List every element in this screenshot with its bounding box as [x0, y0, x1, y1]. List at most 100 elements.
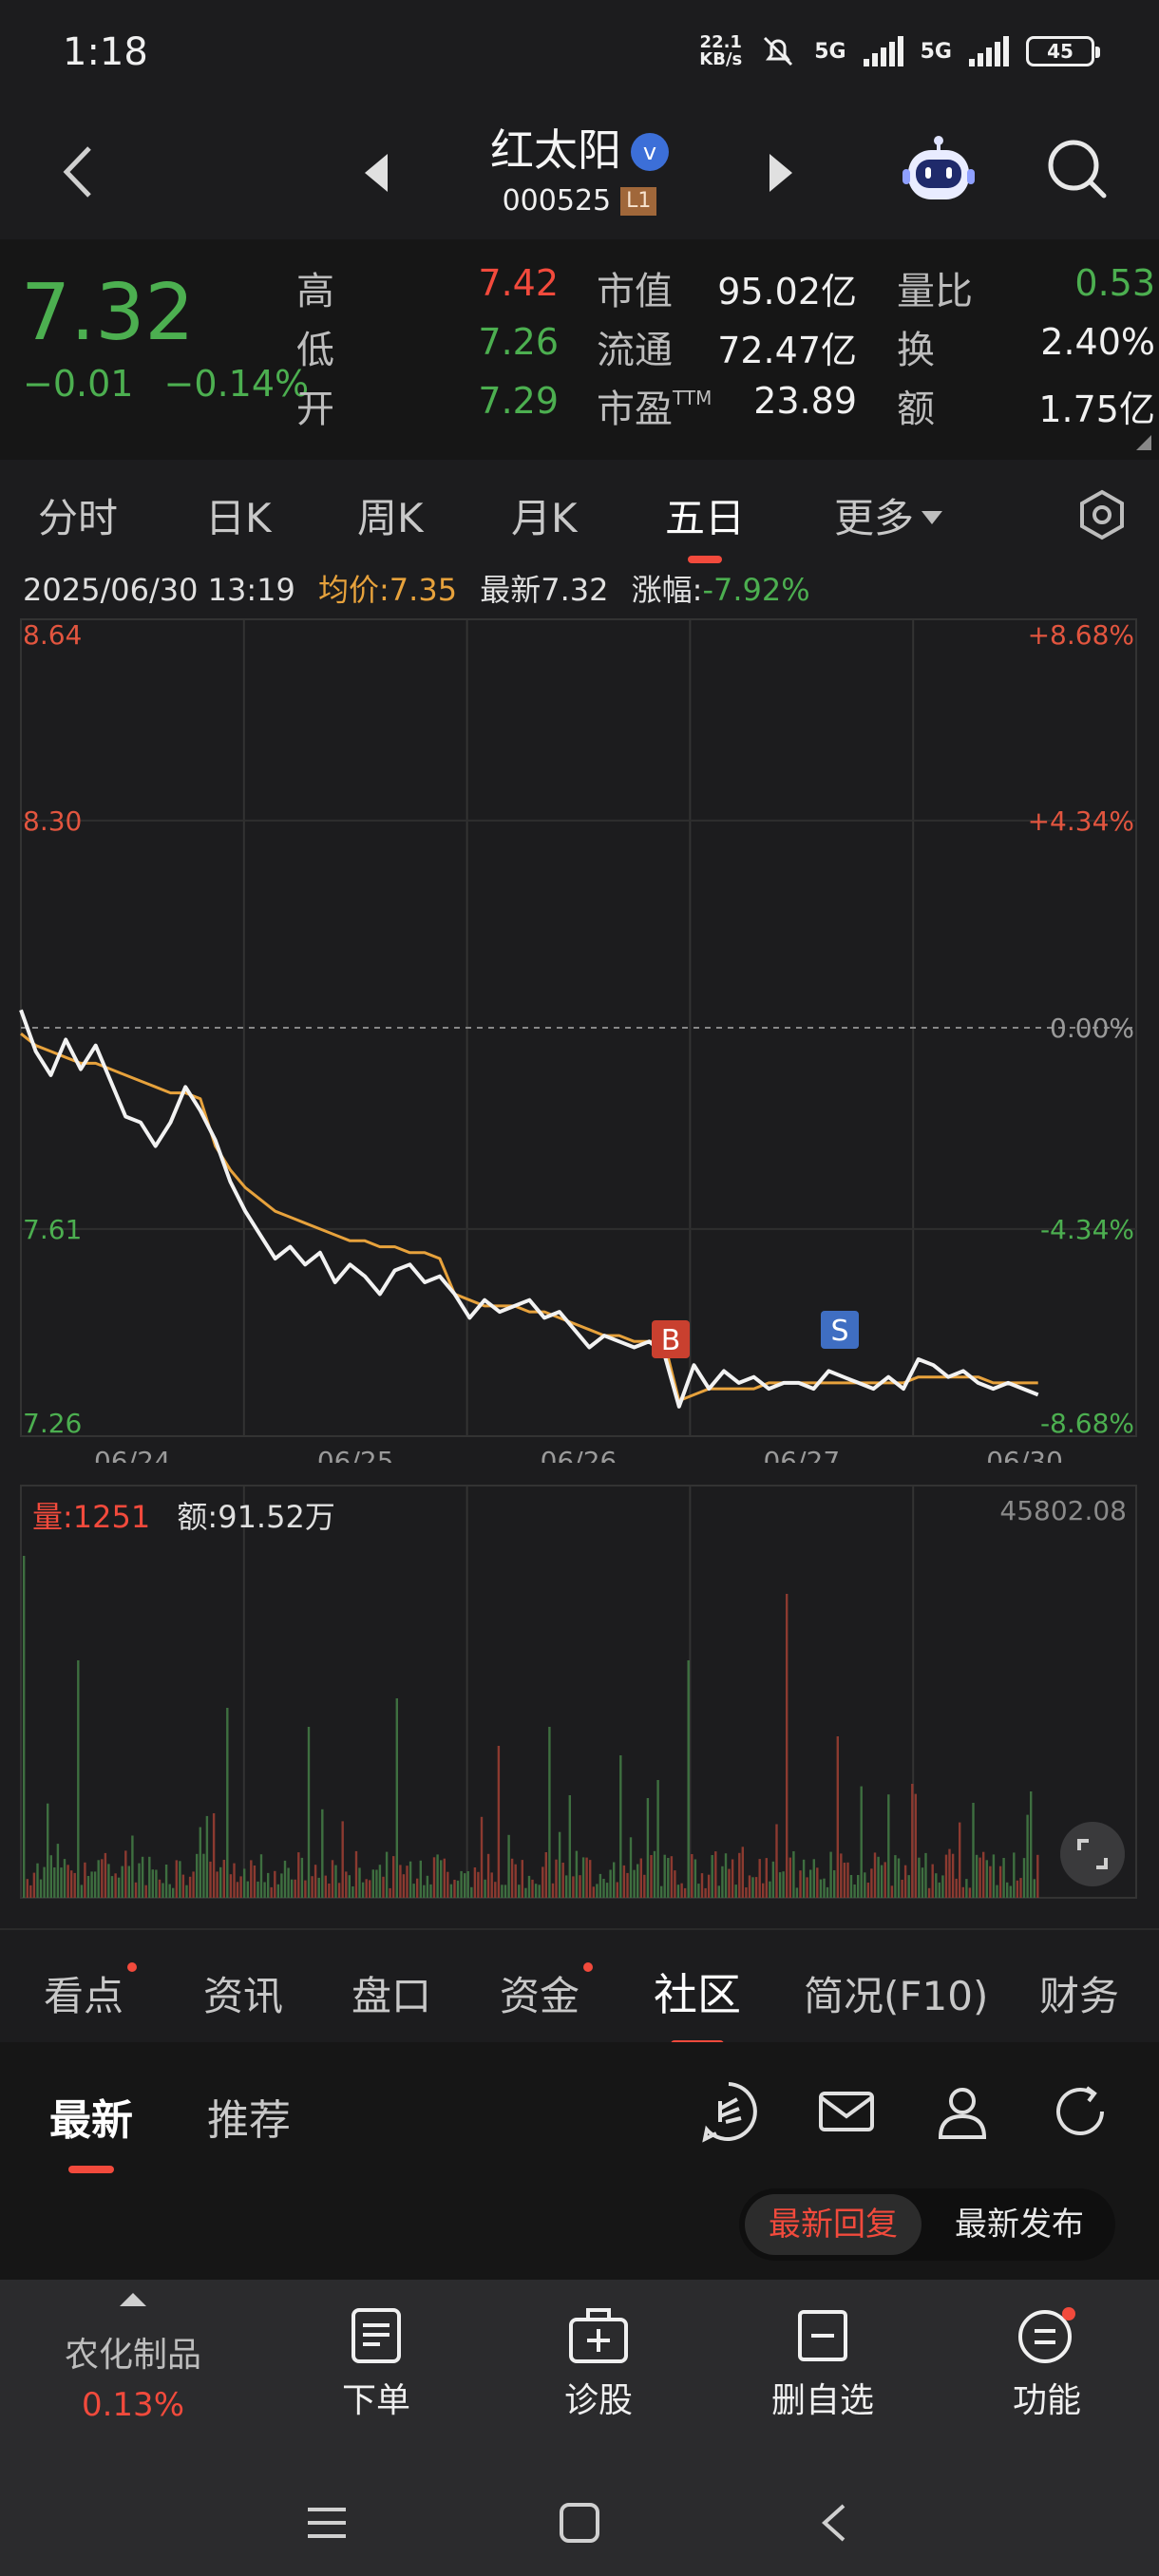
- system-back-icon[interactable]: [813, 2502, 855, 2544]
- search-icon[interactable]: [1043, 135, 1110, 201]
- next-stock-icon[interactable]: [766, 152, 794, 194]
- back-icon[interactable]: [55, 139, 101, 205]
- y-tick-right: +4.34%: [1028, 805, 1134, 837]
- volume-bar: [375, 1869, 378, 1898]
- volume-bar: [951, 1853, 955, 1898]
- sub-tab-recommend[interactable]: 推荐: [207, 2096, 291, 2145]
- volume-bar: [613, 1862, 616, 1898]
- volume-bar: [188, 1876, 192, 1898]
- volume-bar: [385, 1851, 389, 1898]
- sort-toggle: 最新回复 最新发布: [739, 2188, 1115, 2261]
- tab-funds[interactable]: 资金: [500, 1973, 580, 2019]
- community-leaf-icon[interactable]: [697, 2080, 760, 2143]
- volume-bar: [274, 1870, 276, 1898]
- volume-bar: [236, 1882, 239, 1898]
- volume-bar: [907, 1875, 910, 1898]
- volume-bar: [840, 1853, 843, 1898]
- y-tick-left: 7.61: [23, 1214, 82, 1245]
- stock-header: 红太阳 v 000525 L1: [0, 106, 1159, 239]
- mail-icon[interactable]: [815, 2080, 878, 2143]
- tab-weekly-k[interactable]: 周K: [357, 495, 424, 541]
- volume-bar: [47, 1803, 49, 1898]
- tab-daily-k[interactable]: 日K: [205, 495, 272, 541]
- volume-bar: [724, 1853, 728, 1898]
- fullscreen-icon[interactable]: [1060, 1822, 1125, 1886]
- volume-bar: [734, 1885, 737, 1898]
- avg-price: 均价:7.35: [318, 572, 458, 608]
- user-icon[interactable]: [931, 2080, 994, 2143]
- tab-order-book[interactable]: 盘口: [352, 1973, 432, 2019]
- y-tick-right: 0.00%: [1050, 1013, 1134, 1044]
- volume-bar: [399, 1865, 402, 1898]
- volume-bar: [259, 1854, 263, 1898]
- volume-bar: [117, 1877, 121, 1898]
- tab-highlights[interactable]: 看点: [44, 1973, 124, 2019]
- volume-bar: [464, 1873, 466, 1898]
- chart-period-tabs: 分时 日K 周K 月K 五日 更多: [0, 460, 1159, 563]
- volume-bar: [903, 1865, 907, 1898]
- quote-label-float-cap: 流通: [597, 329, 673, 372]
- status-indicators: 22.1 KB/s 5G 5G 45: [699, 32, 1100, 70]
- remove-watchlist-button[interactable]: 删自选: [728, 2306, 918, 2422]
- volume-bar: [314, 1865, 317, 1898]
- volume-chart[interactable]: [0, 1482, 1159, 1900]
- tab-monthly-k[interactable]: 月K: [511, 495, 578, 541]
- volume-bar: [70, 1870, 73, 1898]
- x-tick-label: 06/25: [317, 1446, 394, 1463]
- signal-icon-2: [969, 36, 1009, 66]
- volume-bar: [843, 1863, 846, 1898]
- settings-hexagon-icon[interactable]: [1075, 488, 1129, 541]
- volume-bar: [412, 1884, 415, 1898]
- volume-bar: [998, 1866, 1002, 1898]
- volume-bar: [762, 1883, 765, 1898]
- tab-profile-f10[interactable]: 简况(F10): [804, 1973, 989, 2019]
- quote-value-float-cap: 72.47亿: [717, 330, 857, 371]
- chart-info-line: 2025/06/30 13:19 均价:7.35 最新7.32 涨幅:-7.92…: [23, 566, 810, 610]
- volume-bar: [233, 1863, 236, 1898]
- volume-bar: [555, 1859, 558, 1898]
- volume-bar: [1013, 1852, 1016, 1898]
- sub-tab-latest[interactable]: 最新: [49, 2086, 133, 2173]
- quote-label-amount: 额: [897, 388, 935, 431]
- volume-bar: [378, 1865, 382, 1898]
- volume-bar: [877, 1856, 880, 1898]
- five-day-price-chart[interactable]: 8.64 8.30 7.61 7.26 +8.68% +4.34% 0.00% -4.34% -…: [0, 608, 1159, 1463]
- volume-bar: [443, 1858, 446, 1898]
- diagnose-button[interactable]: 诊股: [504, 2306, 694, 2422]
- home-icon[interactable]: [559, 2502, 600, 2544]
- quote-value-open: 7.29: [478, 380, 559, 422]
- volume-bar: [585, 1857, 588, 1898]
- expand-corner-icon[interactable]: [1136, 435, 1151, 450]
- volume-bar: [331, 1860, 334, 1898]
- sort-latest-publish[interactable]: 最新发布: [955, 2206, 1084, 2244]
- refresh-icon[interactable]: [1049, 2080, 1112, 2143]
- tab-community[interactable]: 社区: [654, 1960, 741, 2048]
- functions-button[interactable]: 功能: [952, 2306, 1142, 2422]
- tab-five-day[interactable]: 五日: [665, 486, 745, 563]
- volume-bar: [596, 1884, 598, 1898]
- volume-bar: [510, 1858, 514, 1898]
- volume-bar: [531, 1879, 534, 1898]
- order-button[interactable]: 下单: [281, 2306, 471, 2422]
- tab-news[interactable]: 资讯: [203, 1973, 284, 2019]
- y-tick-left: 7.26: [23, 1408, 82, 1439]
- volume-bar: [707, 1874, 711, 1898]
- tab-more[interactable]: 更多: [834, 486, 943, 544]
- menu-icon[interactable]: [306, 2502, 348, 2544]
- volume-bar: [524, 1887, 527, 1898]
- volume-bar: [911, 1784, 914, 1898]
- volume-bar: [168, 1884, 171, 1898]
- quote-value-amount: 1.75亿: [1038, 388, 1155, 430]
- volume-bar: [996, 1885, 998, 1898]
- prev-stock-icon[interactable]: [363, 152, 391, 194]
- ai-assistant-robot-icon[interactable]: [902, 133, 975, 205]
- volume-bar: [1022, 1858, 1026, 1898]
- volume-bar: [110, 1876, 114, 1898]
- volume-bar: [609, 1869, 612, 1898]
- tab-finance[interactable]: 财务: [1039, 1973, 1120, 2019]
- volume-bar: [792, 1851, 795, 1898]
- volume-bar: [134, 1882, 138, 1898]
- volume-bar: [341, 1821, 344, 1898]
- sort-latest-reply[interactable]: 最新回复: [745, 2194, 922, 2255]
- tab-intraday[interactable]: 分时: [38, 495, 119, 541]
